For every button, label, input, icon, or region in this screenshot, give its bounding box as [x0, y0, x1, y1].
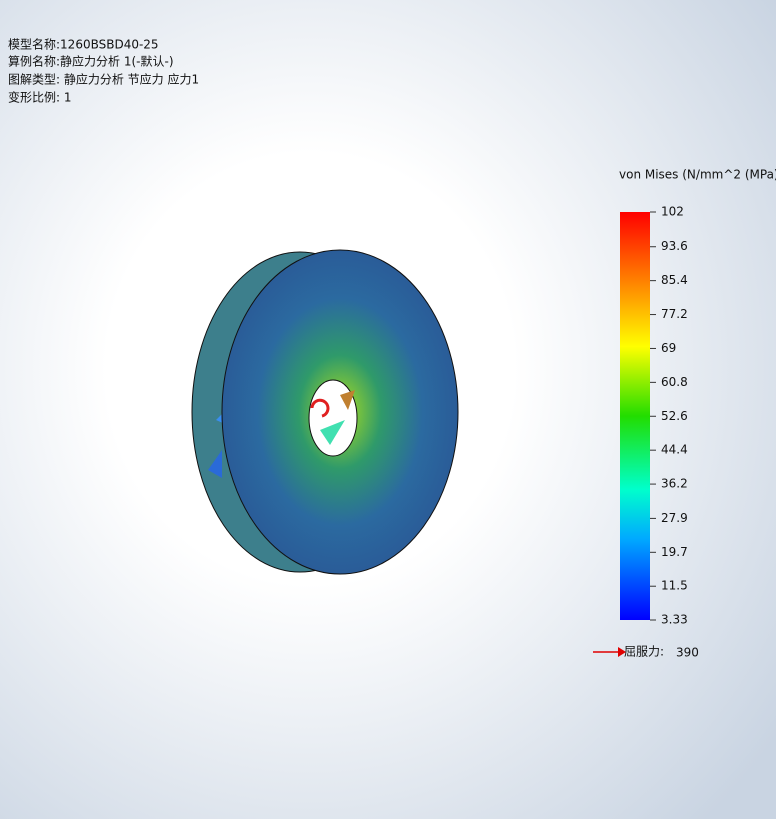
impeller-model: [191, 249, 459, 575]
tick-label: 85.4: [661, 273, 688, 287]
tick-label: 52.6: [661, 409, 688, 423]
header-line: 变形比例: 1: [8, 90, 72, 105]
max-marker: [310, 398, 330, 418]
yield-label: 屈服力:: [624, 645, 664, 659]
hub-blade: [320, 420, 345, 445]
tick-label: 44.4: [661, 443, 688, 457]
yield-arrow-head: [618, 647, 626, 657]
tick-label: 102: [661, 205, 684, 219]
blade: [208, 450, 222, 478]
hub-blade: [340, 390, 355, 410]
tick-label: 77.2: [661, 307, 688, 321]
hub-hole: [308, 379, 358, 457]
header-line: 模型名称:1260BSBD40-25: [8, 37, 159, 52]
tick-label: 69: [661, 341, 676, 355]
tick-label: 93.6: [661, 239, 688, 253]
colorbar: [620, 212, 650, 620]
header-line: 图解类型: 静应力分析 节应力 应力1: [8, 72, 199, 87]
tick-label: 27.9: [661, 511, 688, 525]
tick-label: 36.2: [661, 477, 688, 491]
tick-label: 19.7: [661, 545, 688, 559]
tick-label: 60.8: [661, 375, 688, 389]
header-line: 算例名称:静应力分析 1(-默认-): [8, 54, 174, 69]
tick-label: 11.5: [661, 579, 688, 593]
yield-value: 390: [676, 646, 699, 660]
legend-title: von Mises (N/mm^2 (MPa)): [619, 168, 776, 182]
tick-label: 3.33: [661, 613, 688, 627]
